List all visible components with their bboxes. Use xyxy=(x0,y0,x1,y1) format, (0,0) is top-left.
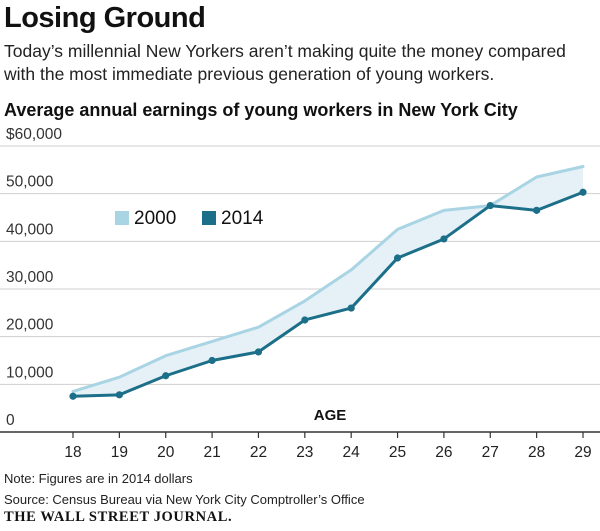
data-point xyxy=(347,304,355,312)
y-tick-label: 10,000 xyxy=(6,364,54,381)
y-tick-label: 20,000 xyxy=(6,317,54,334)
series-line-2000 xyxy=(71,164,585,393)
y-tick-label: 0 xyxy=(6,412,15,429)
x-tick-label: 22 xyxy=(250,444,267,461)
y-tick-label: $60,000 xyxy=(6,128,62,143)
chart-subtitle: Today’s millennial New Yorkers aren’t ma… xyxy=(4,41,566,84)
chart-heading: Average annual earnings of young workers… xyxy=(4,100,518,120)
x-tick-label: 24 xyxy=(343,444,361,461)
y-tick-label: 40,000 xyxy=(6,221,54,238)
x-tick-label: 18 xyxy=(64,444,81,461)
x-tick-label: 21 xyxy=(203,444,220,461)
source-text: Source: Census Bureau via New York City … xyxy=(4,492,365,507)
y-tick-label: 30,000 xyxy=(6,269,54,286)
note-text: Note: Figures are in 2014 dollars xyxy=(4,471,193,486)
y-tick-label: 50,000 xyxy=(6,174,54,191)
legend-swatch-2014 xyxy=(202,211,216,225)
data-point xyxy=(393,254,402,262)
data-point xyxy=(162,372,170,380)
line-chart: 0 10,000 20,000 30,000 40,000 50,000 $60,000 1… xyxy=(0,128,600,461)
x-tick-label: 27 xyxy=(482,444,499,461)
x-axis: 18 19 20 21 22 23 24 25 26 27 28 29 xyxy=(0,431,600,461)
series-line-2014 xyxy=(71,190,585,398)
data-point xyxy=(208,356,216,365)
legend: 2000 2014 xyxy=(115,208,264,229)
x-tick-label: 19 xyxy=(111,444,128,461)
gridlines xyxy=(0,145,600,385)
x-tick-label: 23 xyxy=(296,444,313,461)
data-point xyxy=(533,206,541,214)
data-point xyxy=(579,188,587,196)
publisher-logo: THE WALL STREET JOURNAL. xyxy=(4,509,233,525)
x-tick-label: 20 xyxy=(157,444,175,461)
x-tick-label: 25 xyxy=(389,444,406,461)
y-tick-labels: 0 10,000 20,000 30,000 40,000 50,000 $60,000 xyxy=(6,128,62,429)
legend-swatch-2000 xyxy=(115,211,129,225)
x-axis-label: AGE xyxy=(314,407,347,424)
series-markers xyxy=(69,188,587,400)
data-point xyxy=(254,348,263,356)
data-point xyxy=(69,392,77,400)
chart-notes: Note: Figures are in 2014 dollars Source… xyxy=(4,468,365,510)
legend-label-2014: 2014 xyxy=(221,208,264,229)
series-lines xyxy=(71,164,585,398)
data-point xyxy=(301,316,309,324)
gap-shading xyxy=(73,166,583,397)
data-point xyxy=(115,391,123,399)
legend-label-2000: 2000 xyxy=(134,208,176,229)
chart-title: Losing Ground xyxy=(4,2,206,34)
x-tick-label: 28 xyxy=(528,444,545,461)
data-point xyxy=(440,235,448,243)
data-point xyxy=(486,201,494,210)
x-tick-label: 26 xyxy=(435,444,452,461)
x-tick-label: 29 xyxy=(574,444,591,461)
